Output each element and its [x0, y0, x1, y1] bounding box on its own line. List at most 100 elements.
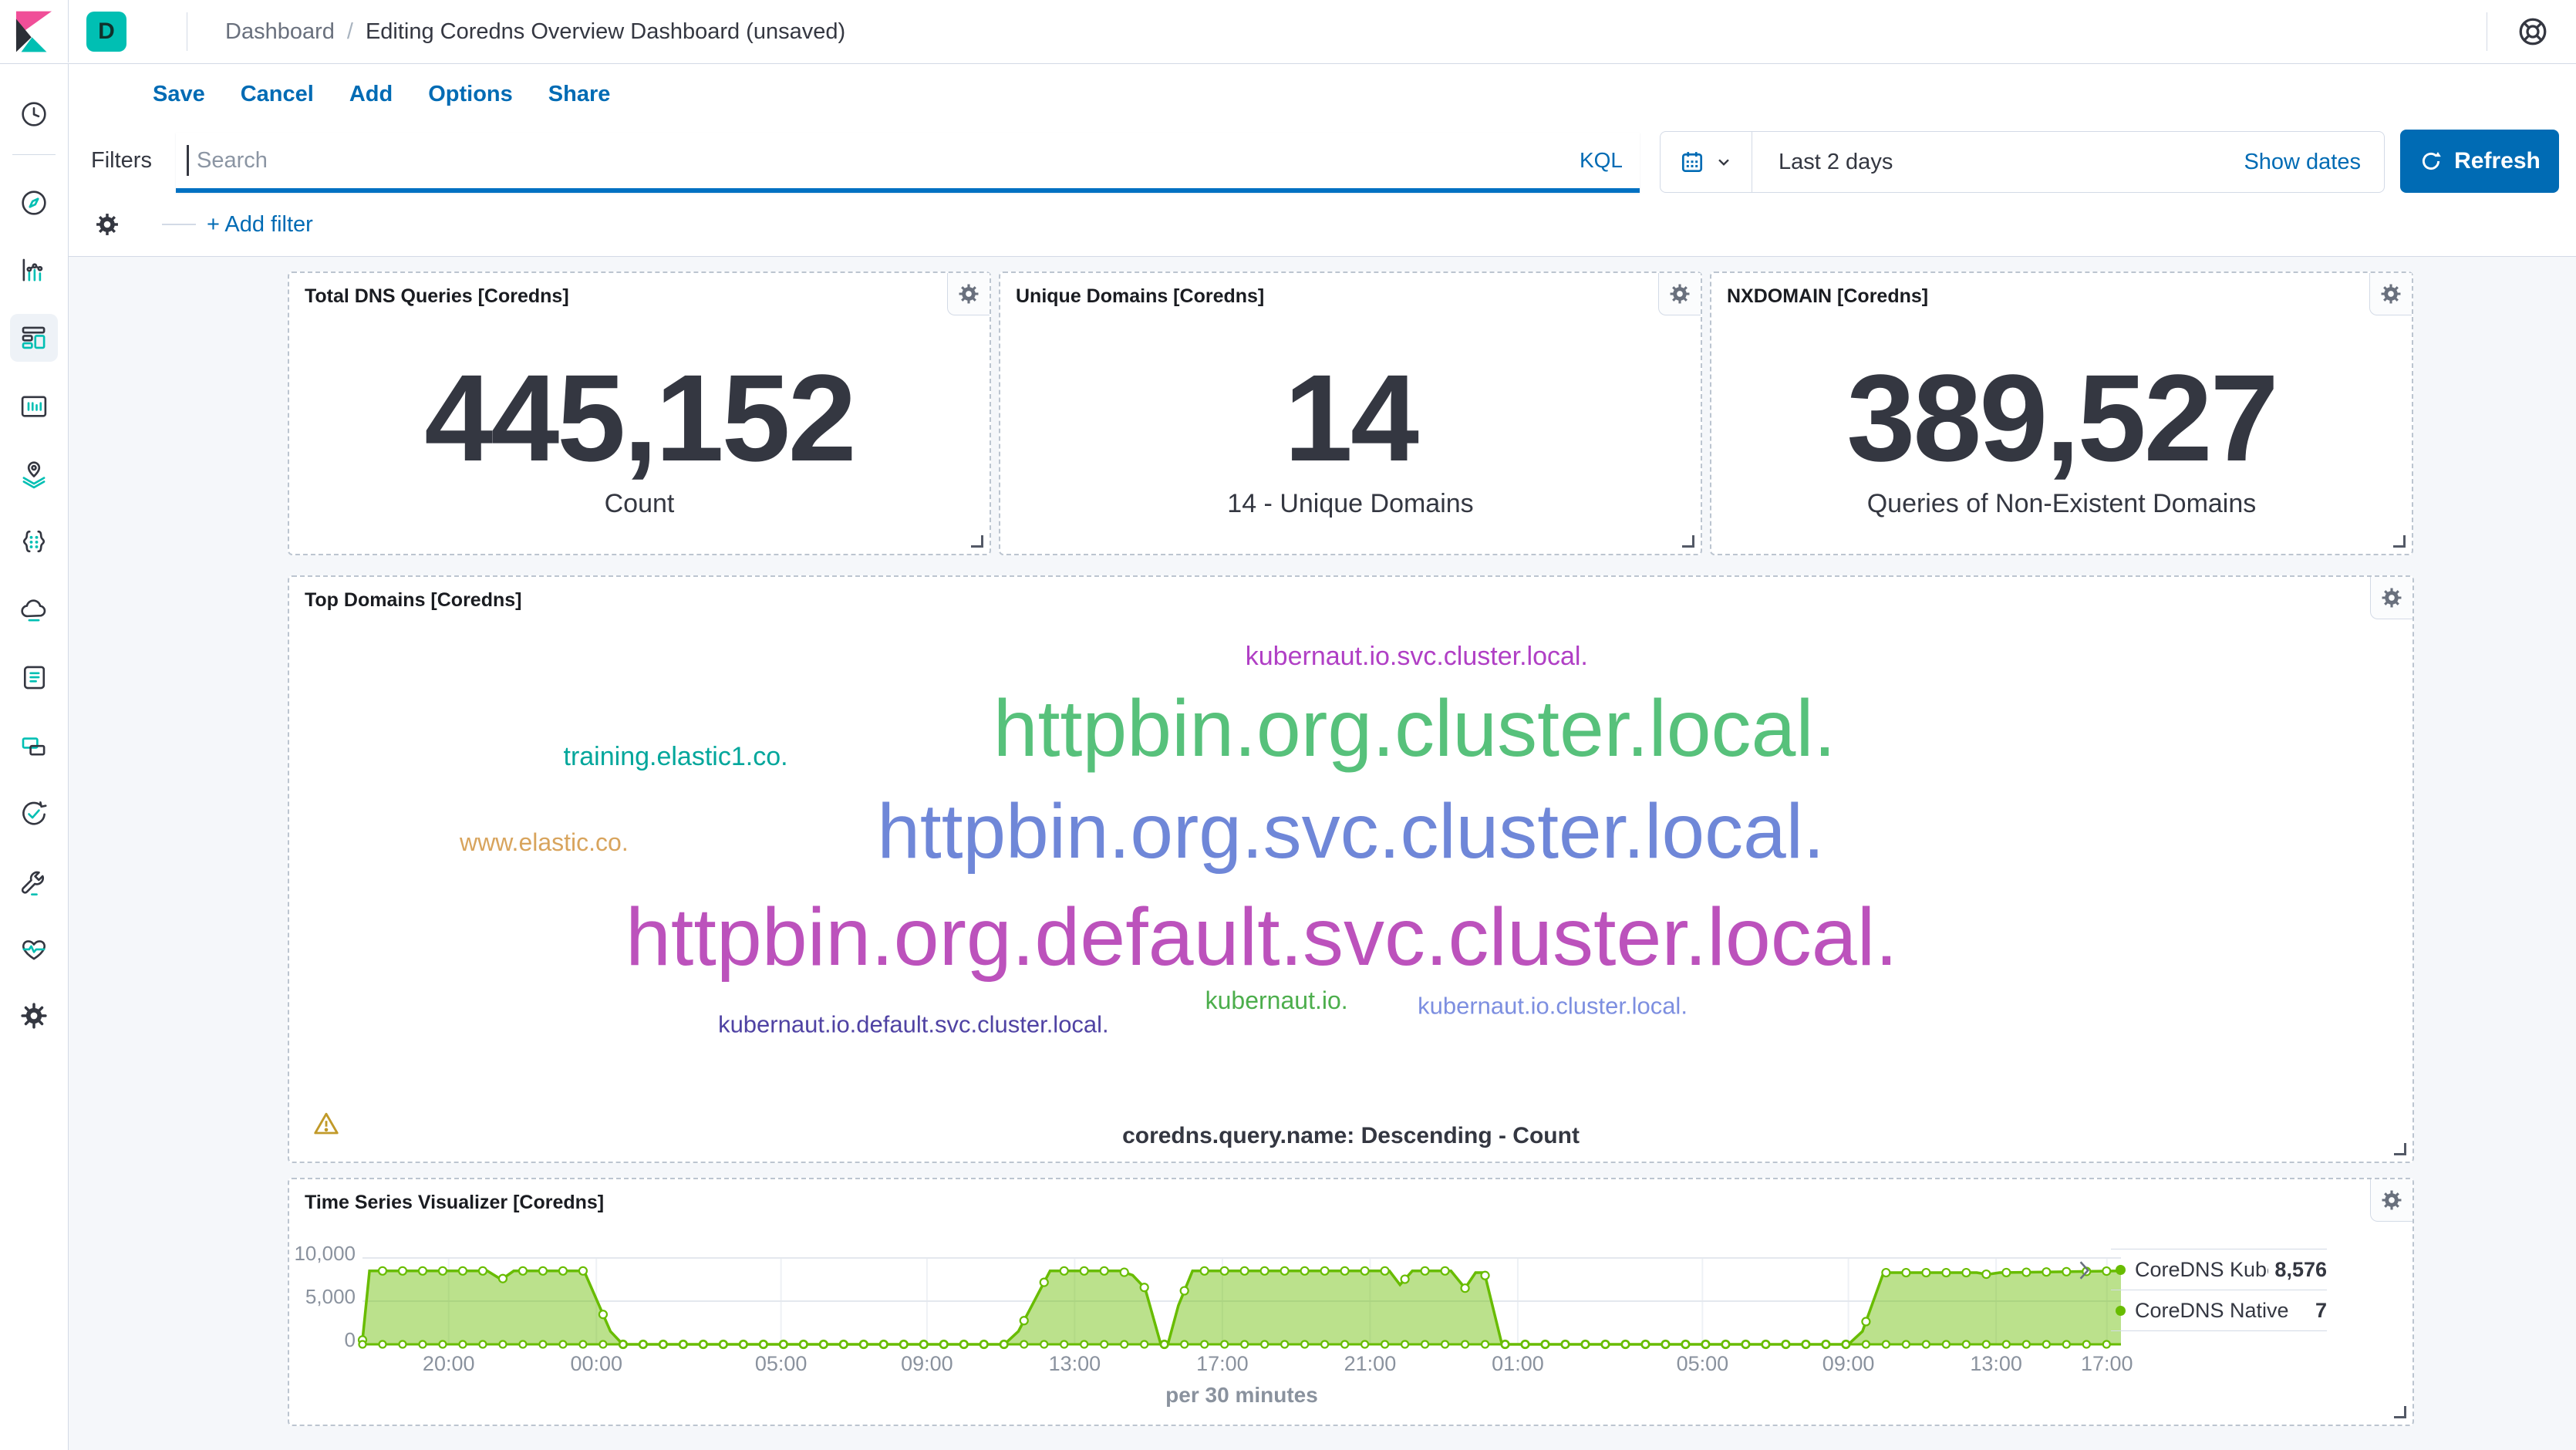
- tagcloud-tag[interactable]: kubernaut.io.svc.cluster.local.: [1245, 642, 1588, 672]
- menu-cancel-button[interactable]: Cancel: [240, 81, 314, 106]
- tagcloud-tag[interactable]: www.elastic.co.: [459, 828, 629, 857]
- tagcloud-tag[interactable]: httpbin.org.default.svc.cluster.local.: [625, 891, 1898, 983]
- sidebar-item-recently-viewed[interactable]: [10, 90, 58, 138]
- filter-bar-dash: [162, 224, 196, 225]
- legend-series-dot: [2116, 1264, 2126, 1275]
- sidebar-item-apm[interactable]: [10, 723, 58, 771]
- panel-title: Top Domains [Coredns]: [305, 589, 522, 611]
- sidebar-item-dev-tools[interactable]: [10, 858, 58, 905]
- monitoring-icon: [22, 940, 46, 960]
- kql-button[interactable]: KQL: [1579, 148, 1623, 172]
- metric-label: 14 - Unique Domains: [1227, 489, 1474, 518]
- gear-icon: [959, 284, 979, 304]
- menu-save-button[interactable]: Save: [153, 81, 205, 106]
- tagcloud-caption: coredns.query.name: Descending - Count: [1122, 1123, 1580, 1148]
- sidebar-item-monitoring[interactable]: [10, 925, 58, 973]
- panel-nxdomain[interactable]: NXDOMAIN [Coredns] 389,527 Queries of No…: [1710, 271, 2413, 555]
- resize-handle[interactable]: [2393, 535, 2406, 548]
- machine-learning-icon: [22, 530, 46, 553]
- sidebar-item-discover[interactable]: [10, 179, 58, 227]
- kibana-logo-icon: [15, 11, 52, 52]
- x-axis-tick-label: 13:00: [1970, 1352, 2022, 1375]
- panel-title: Total DNS Queries [Coredns]: [305, 285, 569, 307]
- sidebar-item-canvas[interactable]: [10, 383, 58, 430]
- tagcloud: kubernaut.io.svc.cluster.local. httpbin.o…: [289, 577, 2412, 1162]
- help-button[interactable]: [2516, 15, 2550, 52]
- warning-icon[interactable]: [312, 1110, 340, 1141]
- resize-handle[interactable]: [971, 535, 983, 548]
- panel-options-button[interactable]: [947, 273, 990, 315]
- panel-time-series[interactable]: Time Series Visualizer [Coredns] 10,000 5…: [288, 1178, 2414, 1426]
- panel-options-button[interactable]: [2369, 273, 2412, 315]
- tagcloud-tag[interactable]: training.elastic1.co.: [563, 741, 788, 771]
- menu-options-button[interactable]: Options: [428, 81, 513, 106]
- panel-total-dns-queries[interactable]: Total DNS Queries [Coredns] 445,152 Coun…: [288, 271, 991, 555]
- y-axis-tick-label: 5,000: [305, 1285, 356, 1308]
- legend-item[interactable]: CoreDNS Native 7: [2111, 1290, 2327, 1331]
- kibana-logo[interactable]: [0, 0, 69, 62]
- metric-label: Queries of Non-Existent Domains: [1866, 489, 2257, 518]
- top-bar: D Dashboard / Editing Coredns Overview D…: [0, 0, 2576, 64]
- x-axis-tick-label: 00:00: [570, 1352, 623, 1375]
- tagcloud-tag[interactable]: kubernaut.io.cluster.local.: [1418, 992, 1688, 1020]
- panel-options-button[interactable]: [2370, 577, 2412, 619]
- uptime-icon: [22, 801, 47, 825]
- resize-handle[interactable]: [2394, 1406, 2406, 1418]
- timeseries-plot[interactable]: [357, 1253, 2122, 1350]
- sidebar-item-uptime[interactable]: [10, 790, 58, 838]
- text-caret: [187, 145, 189, 176]
- gear-icon: [1670, 284, 1690, 304]
- time-range-value[interactable]: Last 2 days: [1779, 149, 1893, 174]
- sidebar-item-logs[interactable]: [10, 653, 58, 701]
- add-filter-button[interactable]: + Add filter: [207, 212, 313, 237]
- sidebar-divider: [12, 154, 56, 155]
- sidebar-item-management[interactable]: [10, 992, 58, 1040]
- resize-handle[interactable]: [2394, 1143, 2406, 1155]
- discover-icon: [22, 191, 46, 215]
- filter-options-button[interactable]: [93, 210, 122, 243]
- sidebar-item-metrics[interactable]: [10, 586, 58, 634]
- date-picker-calendar-button[interactable]: [1661, 132, 1752, 192]
- panel-top-domains[interactable]: Top Domains [Coredns] kubernaut.io.svc.c…: [288, 575, 2414, 1163]
- show-dates-button[interactable]: Show dates: [2244, 149, 2361, 174]
- date-picker: Last 2 days Show dates: [1660, 131, 2385, 193]
- timeseries-chart: 10,000 5,000 0 20:00 00:00 05:00 09:00 13:00 17:…: [289, 1179, 2412, 1425]
- panel-title: Time Series Visualizer [Coredns]: [305, 1192, 605, 1213]
- tagcloud-tag[interactable]: kubernaut.io.: [1205, 986, 1348, 1014]
- x-axis-tick-label: 09:00: [1822, 1352, 1875, 1375]
- sidebar-item-visualize[interactable]: [10, 246, 58, 294]
- legend-toggle-button[interactable]: [2079, 1259, 2091, 1285]
- help-icon: [2519, 18, 2547, 46]
- legend-item[interactable]: CoreDNS Kubern...8,576: [2111, 1249, 2327, 1290]
- maps-icon: [22, 461, 46, 489]
- menu-share-button[interactable]: Share: [548, 81, 611, 106]
- sidebar-item-machine-learning[interactable]: [10, 518, 58, 565]
- x-axis-tick-label: 20:00: [422, 1352, 475, 1375]
- metric-value: 14: [1284, 349, 1419, 487]
- breadcrumb-separator: /: [346, 19, 353, 44]
- refresh-button[interactable]: Refresh: [2400, 130, 2559, 193]
- y-axis-tick-label: 0: [344, 1328, 356, 1351]
- sidebar-item-maps[interactable]: [10, 450, 58, 497]
- x-axis-tick-label: 05:00: [1676, 1352, 1729, 1375]
- panel-options-button[interactable]: [2370, 1179, 2412, 1222]
- menu-add-button[interactable]: Add: [349, 81, 393, 106]
- query-bar: KQL: [176, 133, 1640, 193]
- refresh-icon: [2423, 152, 2441, 170]
- panel-options-button[interactable]: [1658, 273, 1701, 315]
- tagcloud-tag[interactable]: httpbin.org.cluster.local.: [993, 684, 1836, 774]
- gear-icon: [2382, 1190, 2402, 1210]
- tagcloud-tag[interactable]: kubernaut.io.default.svc.cluster.local.: [718, 1010, 1109, 1038]
- panel-title: NXDOMAIN [Coredns]: [1727, 285, 1929, 307]
- x-axis-tick-label: 13:00: [1048, 1352, 1101, 1375]
- chevron-right-icon: [2079, 1261, 2090, 1280]
- resize-handle[interactable]: [1682, 535, 1694, 548]
- search-input[interactable]: [189, 147, 1580, 174]
- tagcloud-tag[interactable]: httpbin.org.svc.cluster.local.: [877, 787, 1825, 875]
- space-avatar[interactable]: D: [86, 12, 126, 52]
- panel-unique-domains[interactable]: Unique Domains [Coredns] 14 14 - Unique …: [999, 271, 1702, 555]
- apm-icon: [22, 737, 46, 756]
- sidebar-item-dashboard[interactable]: [10, 314, 58, 362]
- breadcrumb-dashboard[interactable]: Dashboard: [225, 19, 335, 44]
- logs-icon: [23, 666, 46, 690]
